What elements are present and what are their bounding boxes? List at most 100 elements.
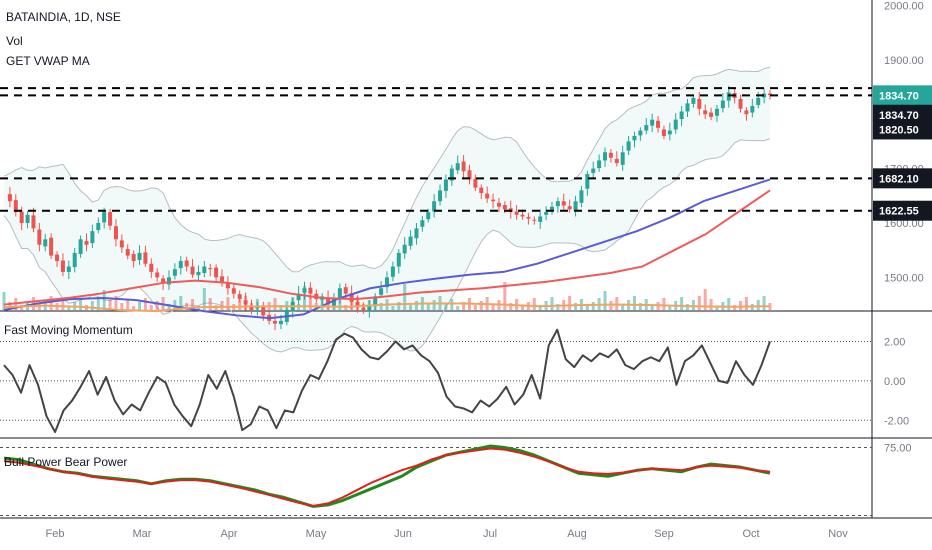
momentum-pane[interactable] <box>0 328 872 434</box>
x-tick-label: May <box>306 528 327 540</box>
candle-body <box>60 260 65 272</box>
candle-body <box>367 304 372 312</box>
candle-body <box>496 202 501 207</box>
candle-body <box>538 216 543 222</box>
candle-body <box>567 206 572 210</box>
candle-body <box>361 307 366 310</box>
volume-bar <box>591 302 595 310</box>
x-tick-label: Sep <box>654 528 674 540</box>
candle-body <box>349 293 354 302</box>
volume-bar <box>279 305 283 310</box>
candle-body <box>296 293 301 301</box>
candle-body <box>243 300 248 305</box>
candle-body <box>278 320 283 325</box>
candle-body <box>744 110 749 115</box>
momentum-tick-label: 0.00 <box>884 376 905 388</box>
volume-bar <box>521 306 525 310</box>
candle-body <box>661 129 666 136</box>
candle-body <box>196 271 201 276</box>
legend-vwap: GET VWAP MA <box>6 54 90 68</box>
candle-body <box>373 296 378 307</box>
candle-body <box>591 168 596 173</box>
candle-body <box>762 93 767 98</box>
candle-body <box>214 267 219 278</box>
candle-body <box>249 306 254 310</box>
volume-bar <box>155 301 159 310</box>
candle-body <box>19 211 24 223</box>
candle-body <box>685 103 690 112</box>
volume-bar <box>715 306 719 310</box>
y-tick-label: 1600.00 <box>884 218 924 230</box>
volume-bar <box>432 300 436 310</box>
volume-bar <box>273 298 277 310</box>
candle-body <box>261 306 266 316</box>
candle-body <box>597 160 602 169</box>
candle-body <box>714 108 719 116</box>
volume-bar <box>191 299 195 310</box>
bullbear-tick-label: 75.00 <box>884 443 912 455</box>
candle-body <box>237 294 242 300</box>
candle-body <box>55 254 60 262</box>
x-tick-label: Jun <box>394 528 412 540</box>
candle-body <box>326 297 331 305</box>
candle-body <box>66 266 71 272</box>
volume-bar <box>703 289 707 310</box>
candle-body <box>638 130 643 136</box>
volume-bar <box>37 304 41 310</box>
volume-bar <box>456 306 460 310</box>
volume-bar <box>208 298 212 310</box>
volume-bar <box>450 299 454 310</box>
candle-body <box>573 201 578 211</box>
candle-body <box>426 212 431 220</box>
legend-symbol: BATAINDIA, 1D, NSE <box>6 10 121 24</box>
candle-body <box>738 98 743 109</box>
candle-body <box>608 152 613 158</box>
volume-bar <box>739 301 743 310</box>
volume-bar <box>462 302 466 310</box>
price-tag-box <box>873 200 932 221</box>
volume-bar <box>90 301 94 310</box>
candle-body <box>449 168 454 181</box>
price-tag-label: 1820.50 <box>879 124 919 136</box>
volume-bar <box>120 303 124 310</box>
volume-bar <box>108 300 112 310</box>
volume-bar <box>756 300 760 310</box>
candle-body <box>31 215 36 229</box>
candle-body <box>620 152 625 165</box>
volume-bar <box>691 300 695 310</box>
x-tick-label: Oct <box>742 528 759 540</box>
candle-body <box>650 119 655 126</box>
candle-body <box>166 277 171 285</box>
candle-body <box>461 161 466 172</box>
candle-body <box>143 252 148 264</box>
candle-body <box>172 269 177 276</box>
candle-body <box>479 187 484 194</box>
candle-body <box>579 190 584 203</box>
ma-slow-line <box>3 189 771 306</box>
candle-body <box>390 266 395 277</box>
candle-body <box>255 307 260 309</box>
price-pane[interactable] <box>0 66 872 353</box>
bull-bear-title: Bull Power Bear Power <box>4 455 127 469</box>
candle-body <box>697 98 702 109</box>
bull-bear-pane[interactable] <box>0 444 872 516</box>
candle-body <box>84 240 89 245</box>
volume-bar <box>680 297 684 310</box>
candle-body <box>673 119 678 130</box>
candle-body <box>302 288 307 293</box>
volume-bar <box>574 303 578 310</box>
candle-body <box>520 214 525 217</box>
bear-power-line <box>3 447 771 507</box>
volume-bar <box>697 296 701 310</box>
candle-body <box>473 178 478 188</box>
volume-bar <box>8 302 12 310</box>
candle-body <box>331 299 336 307</box>
y-tick-label: 2000.00 <box>884 0 924 12</box>
volume-bar <box>79 298 83 310</box>
candle-body <box>343 287 348 294</box>
candle-body <box>25 214 30 223</box>
candle-body <box>514 211 519 215</box>
legend: BATAINDIA, 1D, NSE Vol GET VWAP MA Fast … <box>4 10 133 469</box>
candle-body <box>756 97 761 105</box>
